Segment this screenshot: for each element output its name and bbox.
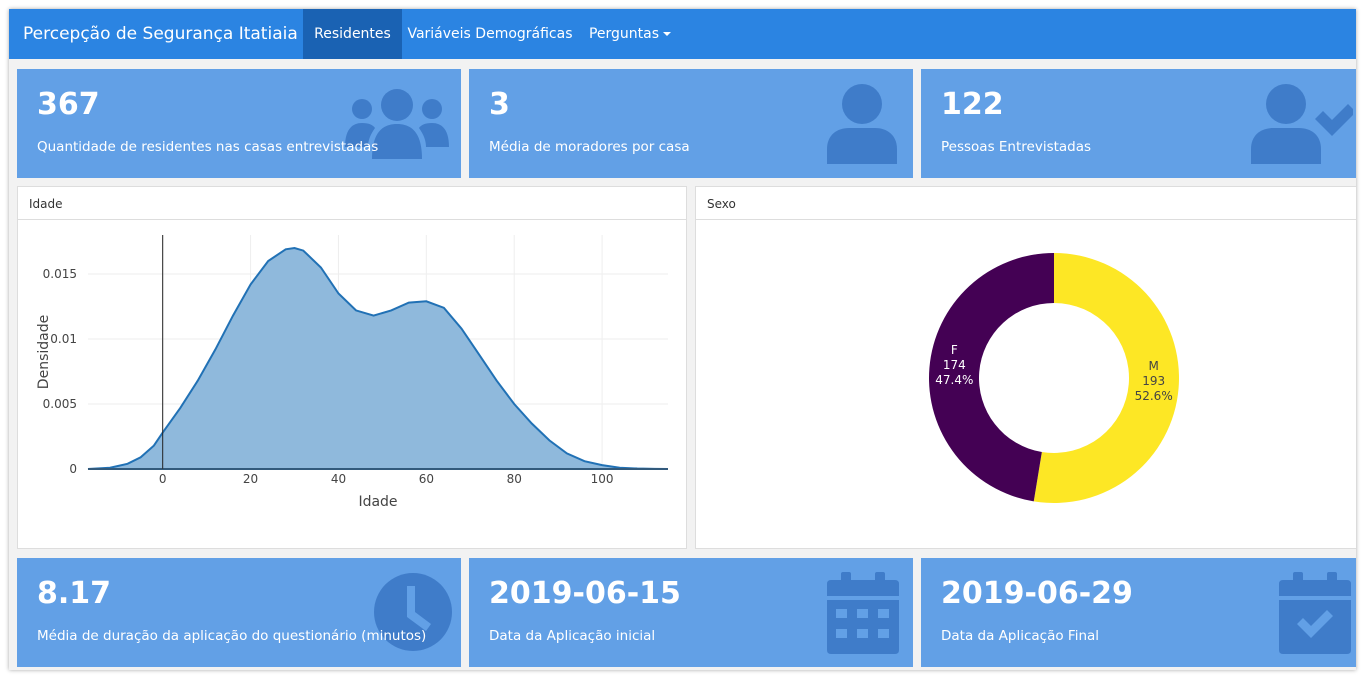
tab-perguntas[interactable]: Perguntas <box>578 9 682 59</box>
x-tick-label: 20 <box>243 472 258 486</box>
duracao-value: 8.17 <box>37 576 112 611</box>
entrevistadas-value: 122 <box>941 87 1004 122</box>
media-moradores-value: 3 <box>489 87 510 122</box>
x-tick-label: 40 <box>331 472 346 486</box>
density-chart[interactable]: 0 20 40 60 80 100 0 0.005 0.01 0.015 Idade Densid… <box>18 220 686 548</box>
panel-idade: Idade 0 20 40 60 80 100 0 0.005 0.01 0.015 Idade … <box>17 186 687 549</box>
panel-sexo-title: Sexo <box>696 187 1356 220</box>
value-box-media-moradores: 3 Média de moradores por casa <box>469 69 913 178</box>
data-inicial-label: Data da Aplicação inicial <box>489 628 656 644</box>
tab-residentes[interactable]: Residentes <box>303 9 402 59</box>
users-icon <box>345 89 449 159</box>
dashboard: Percepção de Segurança Itatiaia Resident… <box>9 9 1356 670</box>
pie-chart[interactable]: M 193 52.6% F 174 47.4% <box>696 220 1356 548</box>
x-axis-label: Idade <box>358 494 397 510</box>
residentes-value: 367 <box>37 87 100 122</box>
data-final-label: Data da Aplicação Final <box>941 628 1100 644</box>
panel-sexo: Sexo M 193 52.6% F 174 47.4% <box>695 186 1356 549</box>
clock-icon <box>374 573 452 651</box>
entrevistadas-label: Pessoas Entrevistadas <box>941 139 1092 155</box>
x-tick-label: 60 <box>419 472 434 486</box>
tab-variaveis-demograficas[interactable]: Variáveis Demográficas <box>407 26 573 42</box>
data-inicial-value: 2019-06-15 <box>489 576 681 611</box>
value-box-data-final: 2019-06-29 Data da Aplicação Final <box>921 558 1356 667</box>
slice-label-m: M 193 52.6% <box>1135 359 1173 403</box>
data-final-value: 2019-06-29 <box>941 576 1133 611</box>
media-moradores-label: Média de moradores por casa <box>489 139 690 155</box>
slice-m[interactable] <box>1033 253 1179 503</box>
tab-perguntas-label: Perguntas <box>588 26 660 42</box>
brand-title[interactable]: Percepção de Segurança Itatiaia <box>23 24 298 44</box>
density-area <box>87 246 669 470</box>
value-box-duracao: 8.17 Média de duração da aplicação do qu… <box>17 558 461 667</box>
value-box-entrevistadas: 122 Pessoas Entrevistadas <box>921 69 1356 178</box>
value-box-data-inicial: 2019-06-15 Data da Aplicação inicial <box>469 558 913 667</box>
y-tick-label: 0.01 <box>50 332 77 346</box>
duracao-label: Média de duração da aplicação do questio… <box>37 628 427 644</box>
residentes-label: Quantidade de residentes nas casas entre… <box>37 139 379 155</box>
slice-label-f: F 174 47.4% <box>935 343 973 387</box>
y-tick-label: 0 <box>69 462 77 476</box>
user-icon <box>827 84 897 164</box>
navbar: Percepção de Segurança Itatiaia Resident… <box>9 9 1356 59</box>
x-tick-label: 0 <box>159 472 167 486</box>
user-check-icon <box>1251 84 1353 164</box>
y-axis-label: Densidade <box>36 315 52 389</box>
caret-down-icon <box>663 32 672 36</box>
calendar-icon <box>827 572 899 654</box>
slice-f[interactable] <box>928 253 1054 502</box>
panel-idade-title: Idade <box>18 187 686 220</box>
y-tick-label: 0.005 <box>43 397 77 411</box>
x-tick-label: 100 <box>591 472 614 486</box>
x-tick-label: 80 <box>507 472 522 486</box>
value-box-residentes: 367 Quantidade de residentes nas casas e… <box>17 69 461 178</box>
calendar-check-icon <box>1279 572 1351 654</box>
y-tick-label: 0.015 <box>43 267 77 281</box>
